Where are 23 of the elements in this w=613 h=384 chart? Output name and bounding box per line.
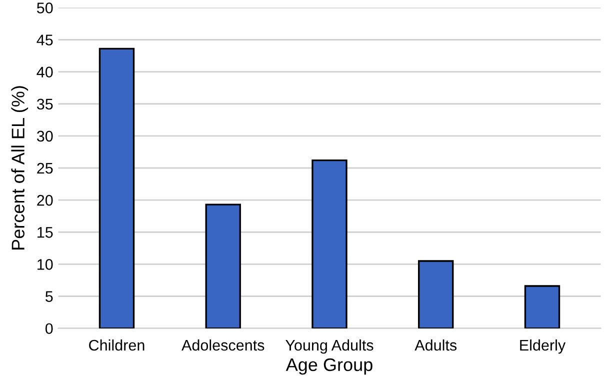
x-tick-label: Children (89, 339, 144, 351)
bar (418, 260, 454, 328)
y-tick-label: 10 (38, 259, 53, 270)
bar (524, 285, 560, 328)
y-tick-label: 5 (45, 291, 53, 302)
x-tick-label: Elderly (520, 339, 566, 354)
x-tick-label: Adolescents (182, 339, 264, 351)
y-tick-label: 25 (37, 162, 53, 174)
y-tick-label: 45 (36, 34, 53, 46)
y-axis-title: Percent of All EL (%) (11, 86, 28, 250)
y-tick-label: 0 (45, 323, 53, 334)
x-tick-label: Adults (414, 339, 457, 351)
bar (205, 204, 241, 328)
x-axis-title: Age Group (286, 358, 372, 375)
x-tick-label: Young Adults (286, 339, 374, 354)
y-tick-label: 50 (36, 2, 53, 14)
bar (312, 159, 348, 328)
y-tick-label: 35 (36, 98, 53, 110)
y-tick-label: 20 (37, 194, 53, 206)
bar (98, 48, 135, 328)
y-tick-label: 15 (38, 227, 53, 238)
y-tick-label: 40 (36, 66, 53, 78)
y-tick-label: 30 (36, 130, 53, 142)
